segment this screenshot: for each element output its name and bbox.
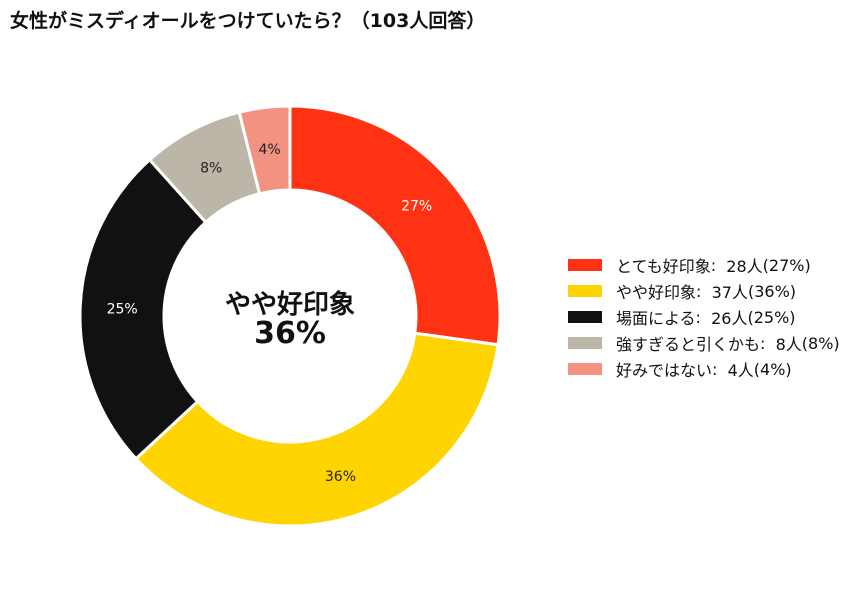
slice-percent-label-4: 8% — [200, 161, 222, 177]
slice-percent-label-3: 25% — [107, 301, 138, 317]
legend: とても好印象: 28人 (27%) やや好印象: 37人 (36%) 場面による: … — [568, 252, 840, 382]
legend-percent: 4% — [760, 359, 786, 379]
chart-title: 女性がミスディオールをつけていたら？（103人回答） — [10, 10, 486, 32]
legend-item-4: 強すぎると引くかも: 8人 (8%) — [568, 330, 840, 356]
donut-slice-1 — [288, 104, 502, 347]
slice-percent-label-1: 27% — [401, 199, 432, 215]
legend-percent: 25% — [753, 307, 790, 327]
legend-item-5: 好みではない: 4人 (4%) — [568, 356, 840, 382]
legend-percent: 8% — [808, 333, 834, 353]
donut-slice-2 — [133, 331, 500, 528]
legend-count: 26人 — [711, 309, 748, 328]
legend-swatch — [568, 311, 602, 323]
legend-swatch — [568, 363, 602, 375]
legend-name: 強すぎると引くかも — [616, 335, 761, 354]
legend-swatch — [568, 337, 602, 349]
legend-count: 4人 — [727, 361, 754, 380]
donut-slice-5 — [237, 104, 292, 196]
slice-percent-label-5: 4% — [258, 142, 280, 158]
legend-swatch — [568, 259, 602, 271]
legend-item-1: とても好印象: 28人 (27%) — [568, 252, 840, 278]
legend-name: 場面による — [616, 309, 696, 328]
legend-name: やや好印象 — [616, 283, 697, 302]
legend-swatch — [568, 285, 602, 297]
legend-name: とても好印象 — [616, 257, 711, 276]
legend-item-3: 場面による: 26人 (25%) — [568, 304, 840, 330]
legend-percent: 27% — [768, 255, 805, 275]
legend-count: 37人 — [711, 283, 748, 302]
slice-percent-label-2: 36% — [325, 469, 356, 485]
legend-name: 好みではない — [616, 361, 713, 380]
legend-count: 28人 — [726, 257, 763, 276]
legend-item-2: やや好印象: 37人 (36%) — [568, 278, 840, 304]
center-label-name: やや好印象 — [224, 290, 355, 320]
legend-count: 8人 — [775, 335, 802, 354]
legend-percent: 36% — [754, 281, 790, 301]
center-label-percent: 36% — [254, 316, 326, 351]
donut-slice-3 — [78, 157, 208, 461]
